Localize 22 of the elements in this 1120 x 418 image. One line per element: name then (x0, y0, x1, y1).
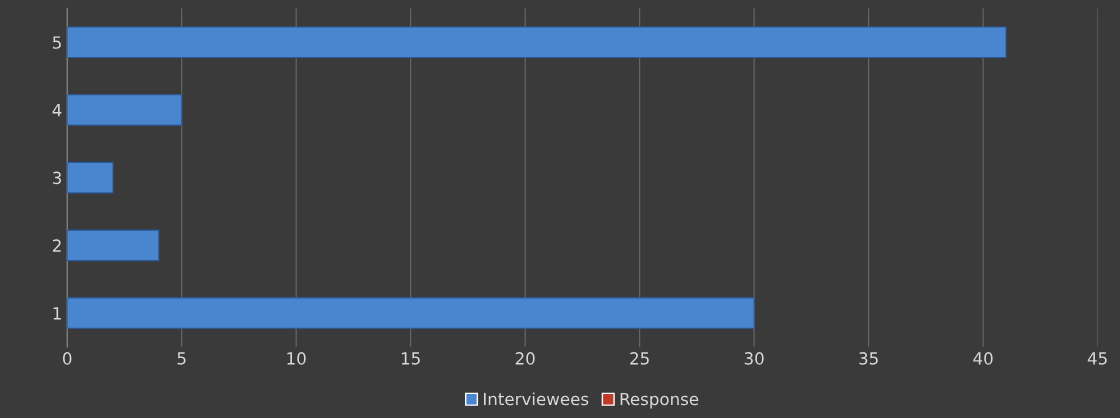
bar (67, 26, 1007, 59)
legend-label: Interviewees (484, 392, 589, 406)
y-tick-label: 1 (53, 307, 61, 320)
x-tick-label: 20 (515, 352, 535, 365)
x-tick-label: 15 (401, 352, 420, 365)
legend-label: Response (620, 392, 699, 409)
x-tick-label: 5 (177, 352, 186, 365)
x-tick-label: 0 (63, 352, 72, 365)
x-tick-label: 45 (1087, 352, 1107, 365)
bar (67, 161, 114, 194)
y-tick-label: 3 (53, 171, 61, 185)
y-tick-label: 5 (53, 36, 61, 49)
y-tick-label: 4 (52, 104, 62, 117)
bar (67, 229, 160, 262)
bar (67, 94, 183, 126)
x-tick-label: 40 (973, 352, 993, 365)
x-tick-label: 25 (630, 352, 649, 365)
bar (67, 297, 755, 329)
x-tick-label: 35 (859, 352, 878, 365)
x-tick-label: 30 (744, 352, 764, 365)
x-tick-label: 10 (287, 352, 306, 365)
y-tick-label: 2 (52, 239, 61, 252)
